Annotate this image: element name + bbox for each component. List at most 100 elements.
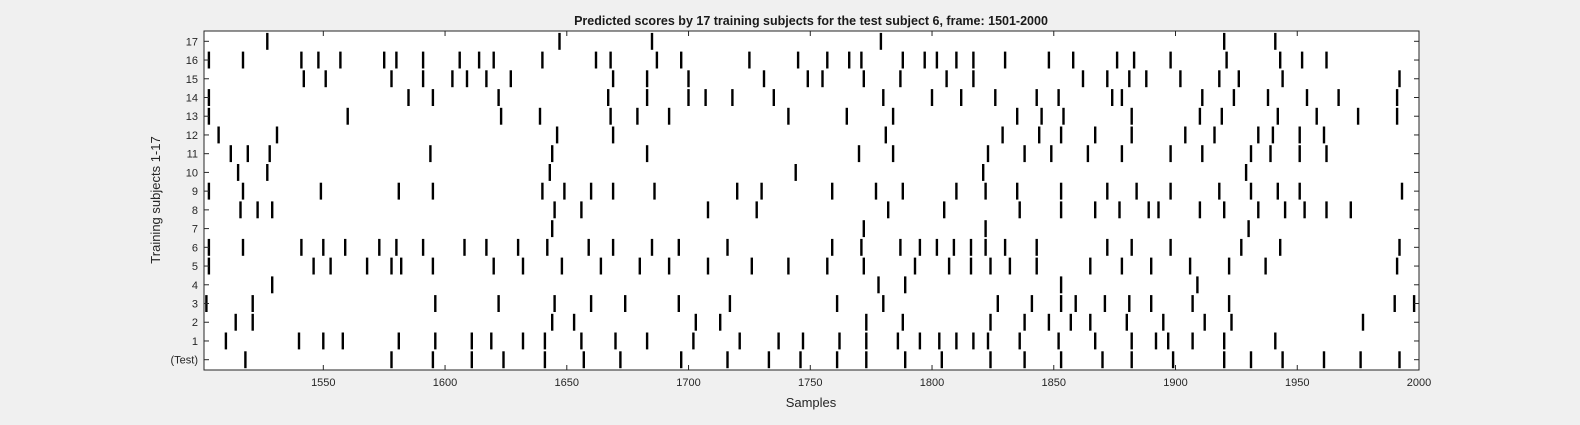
- y-tick-label: 11: [187, 149, 198, 161]
- y-tick-label: 1: [192, 336, 198, 348]
- event-mark-row-16: [1003, 51, 1007, 69]
- event-mark-row-5: [329, 257, 332, 275]
- event-mark-row-15: [1179, 70, 1182, 88]
- event-mark-row-16: [339, 51, 342, 69]
- event-mark-row-4: [271, 276, 274, 294]
- event-mark-row-14: [1232, 89, 1236, 106]
- event-mark-row-6: [1130, 238, 1133, 256]
- event-mark-row-16: [680, 51, 683, 69]
- event-mark-row-9: [397, 182, 400, 200]
- event-mark-row-2: [719, 313, 722, 331]
- event-mark-row-9: [1059, 182, 1063, 200]
- event-mark-row-11: [1169, 145, 1172, 163]
- x-tick-label: 1950: [1285, 377, 1309, 389]
- event-mark-row-9: [319, 182, 323, 200]
- x-tick-label: 1900: [1163, 377, 1187, 389]
- event-mark-row-8: [1094, 201, 1097, 219]
- event-mark-row-8: [1147, 201, 1150, 219]
- x-axis-ticks: 1550 1600 1650 1700 1750 1800 1850 1900 1950 2000: [311, 31, 1431, 389]
- event-mark-row-13: [609, 107, 612, 125]
- y-tick-label: 5: [192, 261, 198, 273]
- event-mark-row-13: [1220, 107, 1223, 125]
- event-mark-row-13: [346, 107, 349, 125]
- event-mark-row-9: [1249, 182, 1253, 200]
- event-mark-row-16: [1325, 51, 1328, 69]
- event-mark-row-test: [619, 351, 622, 369]
- event-mark-row-6: [1169, 238, 1172, 256]
- event-mark-row-2: [1125, 313, 1128, 331]
- event-mark-row-17: [558, 32, 561, 50]
- event-mark-row-1: [955, 332, 958, 350]
- event-mark-row-test: [543, 351, 547, 369]
- x-tick-label: 1750: [798, 377, 822, 389]
- event-mark-row-6: [1106, 238, 1109, 256]
- event-mark-row-8: [1118, 201, 1121, 219]
- event-mark-row-14: [772, 89, 775, 106]
- event-mark-row-15: [390, 70, 393, 88]
- event-mark-row-2: [1023, 313, 1026, 331]
- event-mark-row-11: [1325, 145, 1328, 163]
- event-mark-row-1: [972, 332, 975, 350]
- event-mark-row-14: [731, 89, 734, 106]
- event-mark-row-6: [899, 238, 902, 256]
- event-mark-row-6: [918, 238, 922, 256]
- event-mark-row-16: [972, 51, 975, 69]
- event-mark-row-13: [1130, 107, 1133, 125]
- event-mark-row-5: [787, 257, 790, 275]
- event-mark-row-15: [509, 70, 512, 88]
- event-mark-row-3: [1150, 295, 1153, 312]
- event-mark-row-12: [1094, 126, 1097, 144]
- event-mark-row-11: [1298, 145, 1301, 163]
- event-mark-row-12: [611, 126, 615, 144]
- event-mark-row-13: [1016, 107, 1019, 125]
- event-mark-row-6: [463, 238, 466, 256]
- event-mark-row-15: [687, 70, 690, 88]
- event-mark-row-1: [470, 332, 473, 350]
- event-mark-row-12: [217, 126, 220, 144]
- event-mark-row-5: [638, 257, 641, 275]
- event-mark-row-10: [794, 164, 797, 181]
- event-mark-row-test: [470, 351, 473, 369]
- event-mark-row-9: [1218, 182, 1221, 200]
- event-mark-row-2: [234, 313, 237, 331]
- event-mark-row-8: [1303, 201, 1306, 219]
- event-mark-row-9: [563, 182, 566, 200]
- event-mark-row-1: [938, 332, 941, 350]
- event-mark-row-15: [1218, 70, 1221, 88]
- event-mark-row-2: [1089, 313, 1092, 331]
- y-tick-label: 3: [192, 299, 198, 311]
- event-mark-row-14: [882, 89, 885, 106]
- event-mark-row-2: [694, 313, 697, 331]
- event-mark-row-8: [271, 201, 274, 219]
- event-mark-row-9: [1169, 182, 1172, 200]
- event-mark-row-16: [383, 51, 386, 69]
- event-mark-row-3: [589, 295, 593, 312]
- event-mark-row-5: [312, 257, 315, 275]
- event-mark-row-2: [901, 313, 904, 331]
- event-mark-row-2: [1069, 313, 1072, 331]
- event-mark-row-5: [750, 257, 753, 275]
- event-mark-row-9: [955, 182, 958, 200]
- event-mark-row-14: [431, 89, 435, 106]
- x-axis-label: Samples: [786, 395, 837, 410]
- event-mark-row-5: [492, 257, 495, 275]
- plot-area[interactable]: [203, 30, 1420, 371]
- event-mark-row-16: [848, 51, 851, 69]
- event-mark-row-test: [1059, 351, 1063, 369]
- event-mark-row-8: [553, 201, 556, 219]
- event-mark-row-4: [877, 276, 880, 294]
- event-mark-row-3: [553, 295, 556, 312]
- event-mark-row-14: [1266, 89, 1270, 106]
- x-tick-label: 1550: [311, 377, 335, 389]
- event-mark-row-10: [1244, 164, 1248, 181]
- event-mark-row-3: [497, 295, 500, 312]
- event-mark-row-test: [1223, 351, 1226, 369]
- event-mark-row-6: [395, 238, 398, 256]
- event-mark-row-9: [541, 182, 544, 200]
- event-mark-row-14: [645, 89, 649, 106]
- event-mark-row-5: [1227, 257, 1231, 275]
- event-mark-row-15: [806, 70, 809, 88]
- event-mark-row-15: [1081, 70, 1085, 88]
- event-mark-row-3: [1059, 295, 1063, 312]
